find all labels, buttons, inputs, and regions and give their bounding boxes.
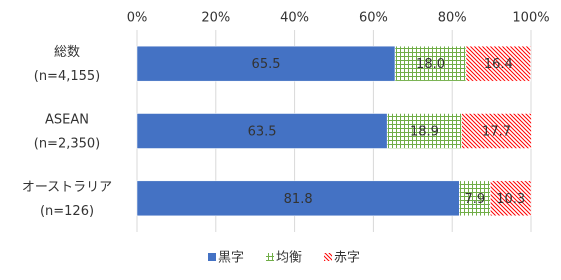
data-label: 63.5 (248, 125, 277, 140)
data-label: 7.9 (465, 192, 486, 207)
data-label: 65.5 (252, 57, 281, 72)
bar-segment (465, 45, 531, 82)
legend-label: 黒字 (218, 251, 244, 266)
x-tick-label: 100% (512, 11, 549, 26)
data-label: 16.4 (484, 57, 513, 72)
legend-label: 均衡 (276, 251, 302, 266)
legend-marker (266, 253, 275, 261)
bar-segment (136, 45, 396, 82)
y-tick-label: 総数 (54, 45, 80, 60)
data-label: 17.7 (482, 125, 511, 140)
legend-marker (208, 253, 216, 261)
data-label: 18.9 (410, 125, 439, 140)
legend-marker (324, 253, 333, 261)
y-tick-label: (n=126) (40, 204, 94, 219)
x-tick-label: 60% (359, 11, 388, 26)
bar-segment (459, 180, 491, 217)
x-tick-label: 0% (127, 11, 148, 26)
y-tick-label: オーストラリア (22, 180, 112, 195)
data-label: 81.8 (284, 192, 313, 207)
bar-segment (136, 180, 460, 217)
x-tick-label: 80% (438, 11, 467, 26)
y-tick-label: (n=2,350) (34, 137, 101, 152)
x-tick-label: 40% (280, 11, 309, 26)
bar-segment (461, 113, 532, 149)
bar-segment (136, 113, 388, 149)
y-tick-label: (n=4,155) (34, 69, 101, 84)
bar-segment (490, 180, 532, 217)
data-label: 18.0 (416, 57, 445, 72)
data-label: 10.3 (496, 192, 525, 207)
legend-label: 赤字 (334, 251, 360, 266)
x-tick-label: 20% (201, 11, 230, 26)
bar-segment (386, 113, 462, 149)
y-tick-label: ASEAN (45, 113, 89, 128)
